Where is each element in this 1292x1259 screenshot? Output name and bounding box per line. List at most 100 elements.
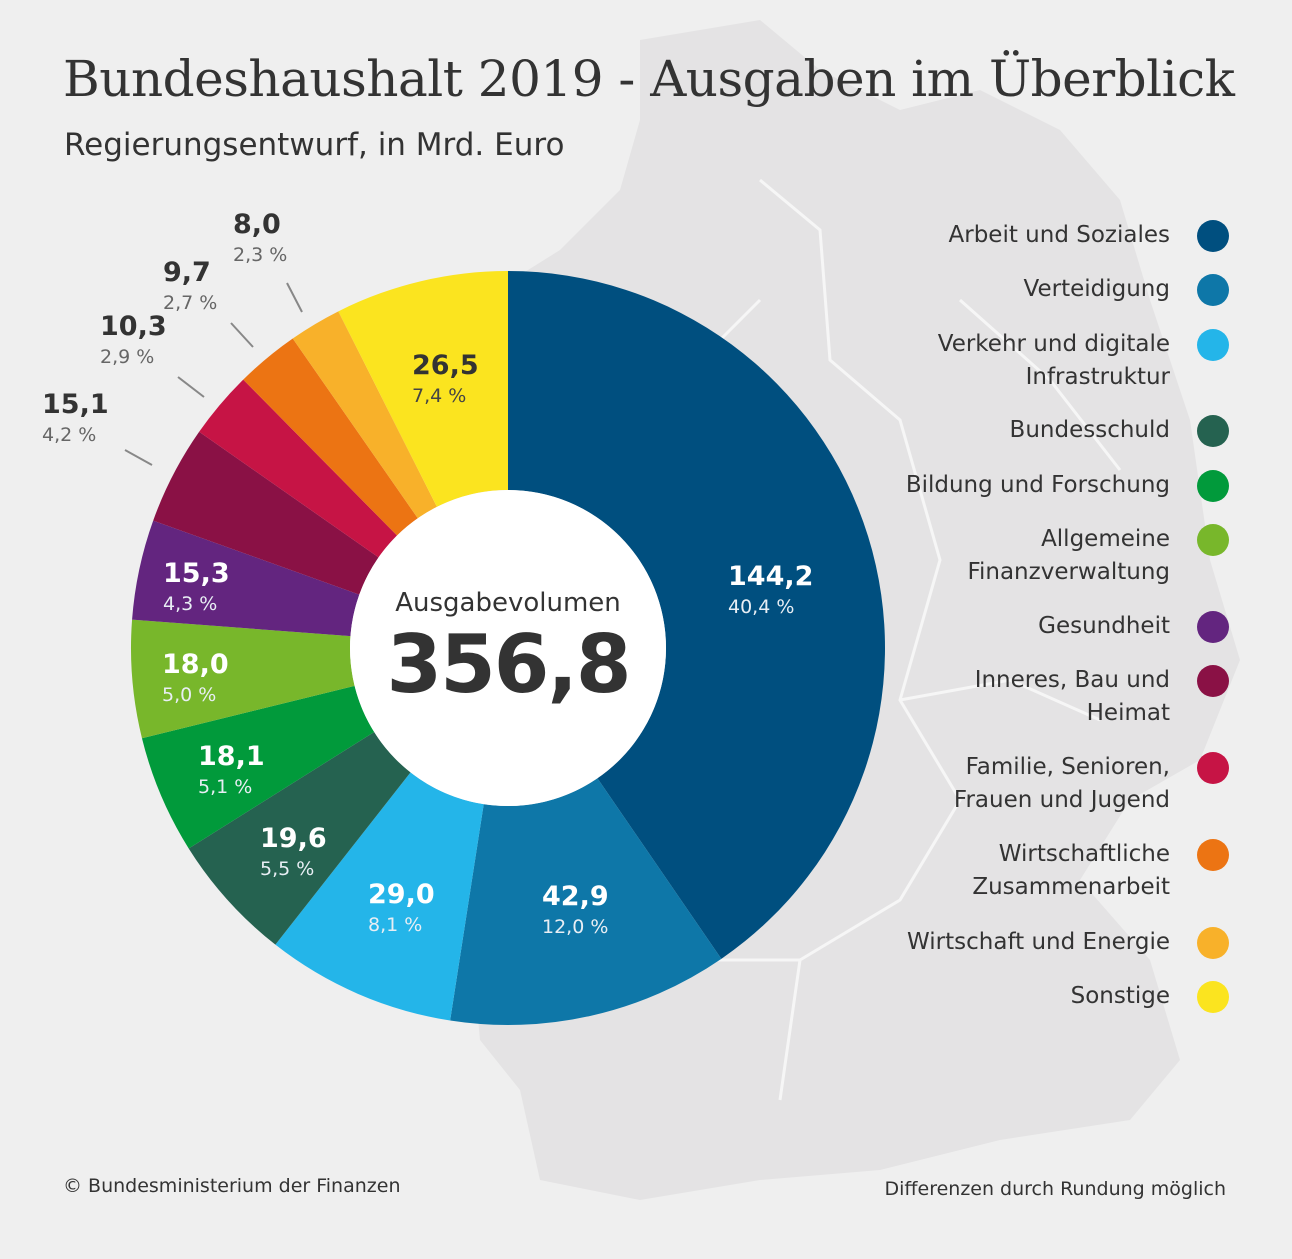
- legend-item: Bundesschuld: [1010, 414, 1170, 447]
- slice-value-label: 144,2: [728, 561, 814, 592]
- legend-item: Wirtschaft und Energie: [907, 926, 1170, 959]
- legend-swatch: [1197, 752, 1229, 784]
- slice-percent-label: 12,0 %: [542, 916, 609, 938]
- slice-percent-label: 2,3 %: [233, 244, 288, 266]
- slice-8: [199, 379, 398, 558]
- legend-label: Zusammenarbeit: [972, 874, 1170, 900]
- slice-0: [508, 271, 885, 959]
- slice-label: 8,0 2,3 %: [233, 211, 287, 265]
- legend-item: Inneres, Bau und Heimat: [975, 664, 1170, 730]
- slice-value-label: 29,0: [368, 879, 435, 910]
- legend-swatch: [1197, 470, 1229, 502]
- slice-percent-label: 2,9 %: [100, 346, 155, 368]
- slice-value-label: 15,3: [163, 558, 230, 589]
- slice-percent-label: 5,0 %: [162, 684, 217, 706]
- slice-label: 26,5 7,4 %: [412, 352, 479, 406]
- slice-3: [188, 732, 411, 945]
- slice-9: [243, 338, 418, 536]
- legend-label: Inneres, Bau und: [974, 667, 1170, 693]
- legend-item: Allgemeine Finanzverwaltung: [967, 523, 1170, 589]
- slice-value-label: 19,6: [260, 823, 327, 854]
- legend-item: Sonstige: [1071, 980, 1170, 1013]
- legend-label: Allgemeine: [1041, 526, 1170, 552]
- legend-label: Arbeit und Soziales: [948, 222, 1170, 248]
- rounding-note: Differenzen durch Rundung möglich: [884, 1178, 1227, 1200]
- slice-label: 29,0 8,1 %: [368, 881, 435, 935]
- slice-label: 144,2 40,4 %: [728, 563, 813, 617]
- slice-4: [141, 685, 375, 849]
- legend-swatch: [1197, 274, 1229, 306]
- leader-line: [230, 322, 254, 348]
- slice-1: [450, 778, 722, 1025]
- legend-item: Gesundheit: [1038, 610, 1170, 643]
- legend-label: Wirtschaft und Energie: [907, 929, 1170, 955]
- slice-label: 42,9 12,0 %: [542, 883, 609, 937]
- slice-label: 9,7 2,7 %: [163, 259, 217, 313]
- slice-7: [153, 431, 379, 595]
- slice-percent-label: 7,4 %: [412, 385, 467, 407]
- legend-swatch: [1197, 665, 1229, 697]
- slice-11: [338, 271, 508, 507]
- legend-label: Gesundheit: [1038, 613, 1170, 639]
- legend-label: Verteidigung: [1023, 276, 1170, 302]
- legend-label: Infrastruktur: [1025, 364, 1170, 390]
- legend-swatch: [1197, 220, 1229, 252]
- slice-label: 10,3 2,9 %: [100, 313, 167, 367]
- legend-label: Familie, Senioren,: [965, 754, 1170, 780]
- chart-title: Bundeshaushalt 2019 - Ausgaben im Überbl…: [63, 50, 1235, 108]
- slice-percent-label: 2,7 %: [163, 292, 218, 314]
- legend-swatch: [1197, 981, 1229, 1013]
- slice-percent-label: 8,1 %: [368, 914, 423, 936]
- leader-line: [124, 449, 153, 466]
- legend-swatch: [1197, 839, 1229, 871]
- legend-item: Verkehr und digitale Infrastruktur: [938, 328, 1170, 394]
- legend-label: Sonstige: [1070, 983, 1170, 1009]
- slice-percent-label: 40,4 %: [728, 596, 795, 618]
- donut-hole: [350, 490, 666, 806]
- legend-swatch: [1197, 524, 1229, 556]
- legend-label: Bildung und Forschung: [905, 472, 1170, 498]
- legend-label: Wirtschaftliche: [998, 841, 1170, 867]
- legend-item: Wirtschaftliche Zusammenarbeit: [972, 838, 1170, 904]
- legend-label: Bundesschuld: [1009, 417, 1170, 443]
- slice-6: [132, 520, 360, 637]
- slice-value-label: 15,1: [42, 389, 109, 420]
- legend-item: Familie, Senioren, Frauen und Jugend: [954, 751, 1170, 817]
- legend-label: Heimat: [1086, 700, 1170, 726]
- legend-swatch: [1197, 927, 1229, 959]
- slice-label: 15,1 4,2 %: [42, 391, 109, 445]
- legend-item: Bildung und Forschung: [906, 469, 1170, 502]
- legend-label: Frauen und Jugend: [953, 787, 1170, 813]
- slice-value-label: 18,0: [162, 649, 229, 680]
- slice-label: 18,1 5,1 %: [198, 743, 265, 797]
- center-label: Ausgabevolumen: [395, 588, 621, 618]
- slice-value-label: 8,0: [233, 209, 281, 240]
- legend-label: Finanzverwaltung: [967, 559, 1170, 585]
- legend-label: Verkehr und digitale: [937, 331, 1170, 357]
- slice-value-label: 26,5: [412, 350, 479, 381]
- slice-percent-label: 4,2 %: [42, 424, 97, 446]
- leader-line: [286, 282, 303, 313]
- slice-5: [130, 619, 355, 739]
- slice-label: 15,3 4,3 %: [163, 560, 230, 614]
- slice-percent-label: 5,5 %: [260, 858, 315, 880]
- slice-label: 19,6 5,5 %: [260, 825, 327, 879]
- legend-swatch: [1197, 415, 1229, 447]
- legend-item: Arbeit und Soziales: [949, 219, 1170, 252]
- slice-value-label: 18,1: [198, 741, 265, 772]
- slice-value-label: 10,3: [100, 311, 167, 342]
- slice-percent-label: 4,3 %: [163, 593, 218, 615]
- slice-label: 18,0 5,0 %: [162, 651, 229, 705]
- legend-item: Verteidigung: [1024, 273, 1170, 306]
- chart-subtitle: Regierungsentwurf, in Mrd. Euro: [64, 127, 565, 163]
- leader-line: [177, 376, 205, 398]
- slice-2: [275, 772, 484, 1021]
- slice-10: [292, 311, 437, 519]
- legend-swatch: [1197, 611, 1229, 643]
- slice-value-label: 9,7: [163, 257, 211, 288]
- copyright: © Bundesministerium der Finanzen: [63, 1175, 401, 1197]
- legend-swatch: [1197, 329, 1229, 361]
- center-value: 356,8: [386, 618, 631, 711]
- slice-percent-label: 5,1 %: [198, 776, 253, 798]
